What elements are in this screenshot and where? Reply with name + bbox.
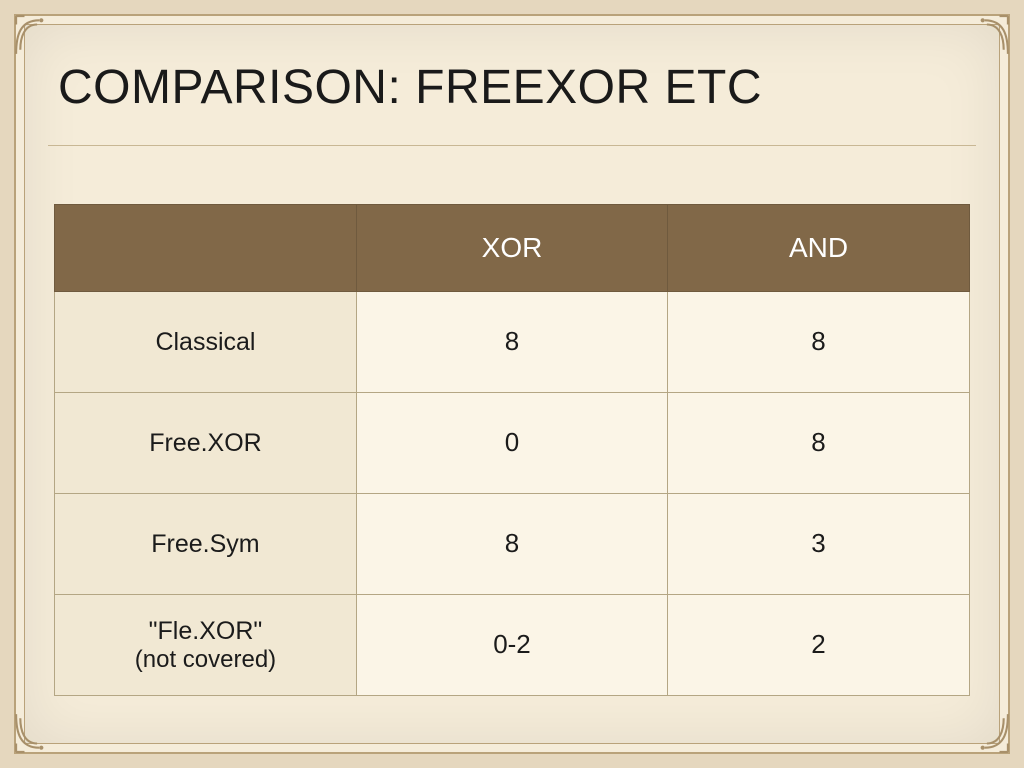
table-header-blank (55, 205, 357, 292)
cell-xor: 8 (356, 494, 667, 595)
table-row: Free.XOR 0 8 (55, 393, 970, 494)
cell-and: 3 (668, 494, 970, 595)
cell-and: 8 (668, 292, 970, 393)
table-header-xor: XOR (356, 205, 667, 292)
comparison-table: XOR AND Classical 8 8 (54, 204, 970, 696)
row-label-text: Free.Sym (151, 530, 259, 558)
table-row: Free.Sym 8 3 (55, 494, 970, 595)
comparison-table-wrap: XOR AND Classical 8 8 (54, 204, 970, 696)
row-label-text: Classical (155, 328, 255, 356)
cell-xor: 0 (356, 393, 667, 494)
content-area: COMPARISON: FREEXOR ETC XOR AND Cl (48, 38, 976, 730)
table-row: "Fle.XOR" (not covered) 0-2 2 (55, 595, 970, 696)
cell-and: 8 (668, 393, 970, 494)
cell-xor: 0-2 (356, 595, 667, 696)
row-label: Free.XOR (55, 393, 357, 494)
row-label-text: "Fle.XOR" (149, 617, 263, 645)
table-header-row: XOR AND (55, 205, 970, 292)
row-label-text: Free.XOR (149, 429, 262, 457)
row-label: Classical (55, 292, 357, 393)
slide: COMPARISON: FREEXOR ETC XOR AND Cl (0, 0, 1024, 768)
row-label: Free.Sym (55, 494, 357, 595)
row-label: "Fle.XOR" (not covered) (55, 595, 357, 696)
cell-and: 2 (668, 595, 970, 696)
table-row: Classical 8 8 (55, 292, 970, 393)
row-sublabel-text: (not covered) (63, 646, 348, 674)
slide-title: COMPARISON: FREEXOR ETC (48, 38, 976, 146)
table-header-and: AND (668, 205, 970, 292)
cell-xor: 8 (356, 292, 667, 393)
